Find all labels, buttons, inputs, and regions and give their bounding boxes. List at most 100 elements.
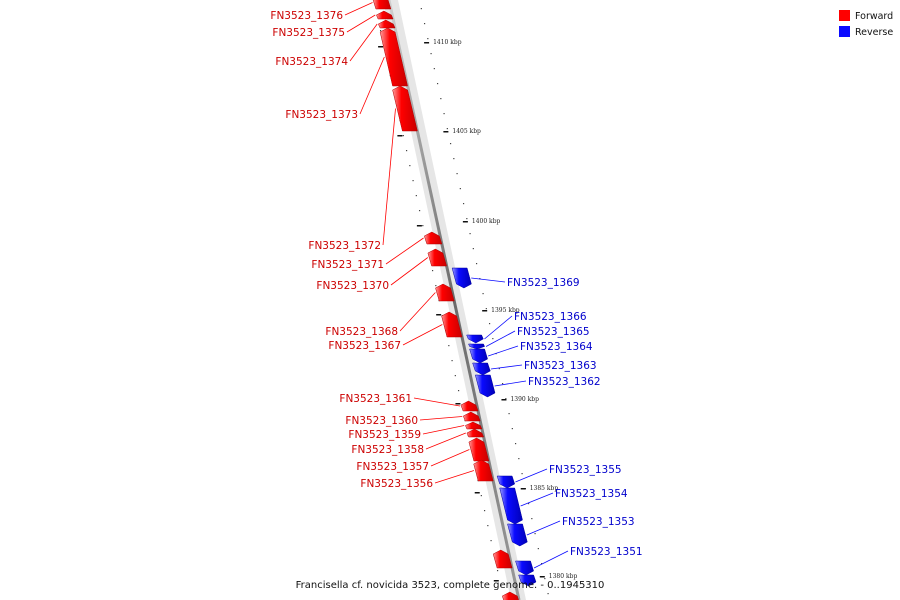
- gene-label[interactable]: FN3523_1369: [507, 277, 580, 289]
- major-tick-mark: [474, 492, 480, 494]
- gene-label[interactable]: FN3523_1353: [562, 516, 635, 528]
- label-leader-line: [515, 468, 548, 483]
- tick-dot-right: [547, 593, 549, 595]
- gene-label[interactable]: FN3523_1355: [549, 464, 622, 476]
- forward-gene-arrow[interactable]: [423, 231, 443, 245]
- tick-dot-left: [480, 495, 482, 497]
- gene-label[interactable]: FN3523_1364: [520, 341, 593, 353]
- major-tick-mark: [416, 225, 422, 227]
- tick-label: 1410 kbp: [433, 39, 462, 46]
- forward-gene-arrow[interactable]: [435, 283, 455, 302]
- reverse-gene-arrow[interactable]: [469, 348, 488, 364]
- tick-dot-right: [531, 518, 533, 520]
- tick-dot-left: [409, 165, 411, 167]
- gene-label[interactable]: FN3523_1368: [325, 326, 398, 338]
- forward-gene-arrow[interactable]: [473, 459, 494, 482]
- tick-dot-left: [483, 510, 486, 512]
- forward-gene-arrow[interactable]: [468, 437, 490, 462]
- tick-dot-right: [472, 248, 474, 250]
- label-leader-line: [413, 397, 461, 407]
- forward-gene-arrow[interactable]: [376, 10, 394, 20]
- tick-dot-left: [412, 180, 414, 182]
- forward-gene-arrow[interactable]: [441, 311, 463, 338]
- tick-dot-left: [405, 150, 408, 152]
- gene-label[interactable]: FN3523_1375: [272, 27, 345, 39]
- label-leader-line: [425, 432, 466, 450]
- reverse-gene-arrow[interactable]: [518, 574, 537, 587]
- gene-label[interactable]: FN3523_1363: [524, 360, 597, 372]
- gene-label[interactable]: FN3523_1370: [316, 280, 389, 292]
- forward-gene-arrow[interactable]: [462, 411, 481, 422]
- forward-gene-arrow[interactable]: [460, 400, 479, 412]
- tick-dot-right: [518, 458, 520, 460]
- forward-gene-arrow[interactable]: [372, 0, 392, 10]
- gene-label[interactable]: FN3523_1366: [514, 311, 587, 323]
- gene-label[interactable]: FN3523_1361: [339, 393, 412, 405]
- reverse-gene-arrow[interactable]: [515, 560, 534, 576]
- forward-gene-arrow[interactable]: [465, 421, 483, 430]
- gene-label[interactable]: FN3523_1356: [360, 478, 433, 490]
- tick-dot-right: [459, 188, 461, 190]
- label-leader-line: [434, 470, 475, 484]
- reverse-gene-arrow[interactable]: [507, 523, 528, 547]
- reverse-gene-arrow[interactable]: [499, 487, 523, 525]
- gene-label[interactable]: FN3523_1351: [570, 546, 643, 558]
- gene-label[interactable]: FN3523_1372: [308, 240, 381, 252]
- label-leader-line: [485, 330, 516, 347]
- reverse-gene-arrow[interactable]: [451, 267, 472, 289]
- gene-label[interactable]: FN3523_1374: [275, 56, 348, 68]
- tick-label: 1405 kbp: [452, 128, 481, 135]
- tick-dot-right: [420, 8, 422, 10]
- gene-label[interactable]: FN3523_1354: [555, 488, 628, 500]
- gene-label[interactable]: FN3523_1365: [517, 326, 590, 338]
- legend-forward-label: Forward: [855, 11, 893, 22]
- gene-label[interactable]: FN3523_1360: [345, 415, 418, 427]
- tick-dot-right: [540, 563, 543, 565]
- major-tick-mark: [501, 399, 507, 401]
- forward-gene-arrow[interactable]: [492, 549, 513, 569]
- tick-dot-right: [482, 293, 484, 295]
- legend-forward-swatch: [839, 10, 850, 21]
- tick-dot-right: [485, 308, 487, 310]
- reverse-gene-arrow[interactable]: [472, 362, 491, 376]
- tick-dot-right: [514, 443, 517, 445]
- forward-gene-arrow[interactable]: [392, 85, 418, 132]
- tick-dot-right: [511, 428, 513, 430]
- tick-dot-right: [449, 143, 452, 145]
- gene-labels: FN3523_1376 FN3523_1375 FN3523_1374 FN3523_…: [270, 2, 643, 569]
- tick-dot-right: [469, 233, 471, 235]
- label-leader-line: [471, 277, 506, 283]
- forward-gene-arrow[interactable]: [427, 248, 447, 267]
- tick-dot-left: [422, 225, 424, 227]
- tick-label: 1385 kbp: [530, 485, 559, 492]
- label-leader-line: [399, 292, 436, 332]
- gene-label[interactable]: FN3523_1376: [270, 10, 343, 22]
- major-tick-mark: [493, 580, 499, 582]
- reverse-gene-arrow[interactable]: [468, 343, 485, 350]
- reverse-gene-arrow[interactable]: [496, 475, 516, 489]
- gene-label[interactable]: FN3523_1371: [311, 259, 384, 271]
- gene-label[interactable]: FN3523_1358: [351, 444, 424, 456]
- label-leader-line: [349, 23, 378, 62]
- major-tick-mark: [436, 314, 442, 316]
- gene-label[interactable]: FN3523_1367: [328, 340, 401, 352]
- legend-reverse-label: Reverse: [855, 27, 893, 38]
- forward-gene-arrow[interactable]: [379, 27, 408, 87]
- legend-reverse-swatch: [839, 26, 850, 37]
- gene-label[interactable]: FN3523_1359: [348, 429, 421, 441]
- reverse-gene-arrow[interactable]: [466, 334, 484, 344]
- gene-label[interactable]: FN3523_1357: [356, 461, 429, 473]
- tick-dot-left: [451, 360, 453, 362]
- reverse-gene-arrow[interactable]: [474, 374, 496, 398]
- forward-gene-arrow[interactable]: [377, 19, 396, 29]
- gene-label[interactable]: FN3523_1373: [285, 109, 358, 121]
- tick-dot-right: [443, 113, 445, 115]
- forward-gene-arrow[interactable]: [466, 428, 485, 438]
- gene-label[interactable]: FN3523_1362: [528, 376, 601, 388]
- tick-label: 1400 kbp: [472, 218, 501, 225]
- tick-dot-left: [379, 30, 382, 32]
- figure-caption: Francisella cf. novicida 3523, complete …: [296, 580, 605, 591]
- major-tick-mark: [482, 310, 488, 312]
- forward-gene-arrow[interactable]: [501, 591, 520, 600]
